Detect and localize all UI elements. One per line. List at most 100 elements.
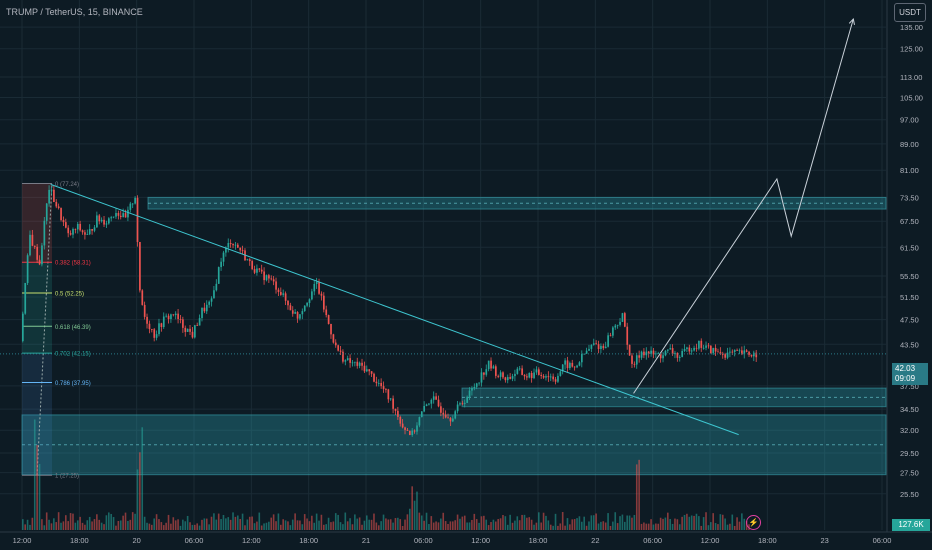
volume-bar xyxy=(282,519,284,530)
volume-bar xyxy=(628,515,631,530)
volume-bar xyxy=(131,512,134,530)
volume-bar xyxy=(194,524,196,530)
candle-body xyxy=(189,328,191,332)
candle-body xyxy=(753,352,755,357)
candle-body xyxy=(485,369,488,375)
volume-bar xyxy=(277,513,280,530)
candle-body xyxy=(33,245,36,247)
candle-body xyxy=(516,368,519,374)
candle-body xyxy=(29,234,31,256)
candle-body xyxy=(578,362,581,366)
candle-body xyxy=(105,223,108,225)
candle-body xyxy=(88,229,91,235)
volume-bar xyxy=(399,519,402,530)
volume-bar xyxy=(57,512,60,530)
currency-button[interactable]: USDT xyxy=(894,3,926,22)
candle-body xyxy=(280,292,282,295)
volume-bar xyxy=(380,521,382,530)
volume-bar xyxy=(153,518,155,530)
volume-bar xyxy=(693,515,695,530)
volume-bar xyxy=(358,517,361,530)
candle-body xyxy=(48,189,50,204)
volume-bar xyxy=(108,512,110,530)
volume-bar xyxy=(215,519,218,530)
candle-body xyxy=(702,347,705,349)
candle-body xyxy=(213,290,215,299)
candle-body xyxy=(311,291,313,300)
volume-bar xyxy=(409,508,411,530)
volume-bar xyxy=(246,519,249,530)
volume-bar xyxy=(392,522,394,530)
candle-body xyxy=(645,351,648,356)
candle-body xyxy=(497,375,500,377)
candle-body xyxy=(442,412,445,415)
volume-bar xyxy=(373,513,375,530)
volume-bar xyxy=(53,518,55,530)
candle-body xyxy=(38,259,41,265)
volume-bar xyxy=(676,519,679,530)
volume-bar xyxy=(93,519,96,530)
candle-body xyxy=(160,323,163,328)
x-tick-label: 06:00 xyxy=(643,536,662,545)
candle-body xyxy=(366,369,368,372)
candle-body xyxy=(308,299,311,303)
volume-bar xyxy=(509,514,511,530)
volume-bar xyxy=(607,513,609,530)
volume-bar xyxy=(533,524,535,530)
volume-bar xyxy=(499,518,502,530)
volume-bar xyxy=(600,521,602,530)
candle-body xyxy=(194,325,196,338)
candle-body xyxy=(146,316,148,324)
candle-body xyxy=(205,304,208,312)
volume-bar xyxy=(616,523,619,530)
candle-body xyxy=(528,372,531,378)
candle-body xyxy=(600,345,602,349)
volume-bar xyxy=(303,514,306,530)
volume-bar xyxy=(581,521,583,530)
candle-body xyxy=(695,347,698,349)
candle-body xyxy=(215,283,218,291)
volume-bar xyxy=(461,516,464,530)
volume-bar xyxy=(270,517,273,530)
x-tick-label: 20 xyxy=(132,536,140,545)
candle-body xyxy=(626,326,629,345)
volume-bar xyxy=(619,516,621,530)
fib-label-1: 0.382 (58.31) xyxy=(55,261,91,267)
y-tick-label: 105.00 xyxy=(900,94,923,103)
volume-bar xyxy=(511,522,514,530)
volume-bar xyxy=(370,519,373,530)
volume-bar xyxy=(425,512,428,530)
volume-bar xyxy=(217,513,220,530)
volume-bar xyxy=(272,514,275,530)
lightning-icon[interactable]: ⚡ xyxy=(746,515,761,530)
candle-body xyxy=(377,382,380,384)
candle-body xyxy=(667,349,669,351)
candle-body xyxy=(241,250,244,252)
candle-body xyxy=(755,352,758,358)
candle-body xyxy=(418,417,421,426)
candle-body xyxy=(526,376,528,378)
candle-body xyxy=(411,430,414,436)
volume-bar xyxy=(564,525,566,530)
volume-bar xyxy=(655,523,657,530)
candle-body xyxy=(299,314,301,319)
volume-bar xyxy=(237,515,239,530)
candle-body xyxy=(155,334,158,338)
candle-body xyxy=(220,261,222,268)
candle-body xyxy=(437,399,440,407)
volume-bar xyxy=(67,521,69,530)
volume-bar xyxy=(81,522,84,530)
candle-body xyxy=(616,324,619,326)
candle-body xyxy=(100,219,103,222)
volume-bar xyxy=(411,486,413,530)
candle-body xyxy=(270,278,273,280)
volume-tag: 127.6K xyxy=(892,519,930,531)
volume-bar xyxy=(220,519,222,530)
volume-bar xyxy=(733,525,736,530)
volume-bar xyxy=(227,517,230,530)
volume-bar xyxy=(334,513,337,530)
candle-body xyxy=(351,362,354,364)
volume-bar xyxy=(452,521,454,530)
candle-body xyxy=(609,335,612,337)
